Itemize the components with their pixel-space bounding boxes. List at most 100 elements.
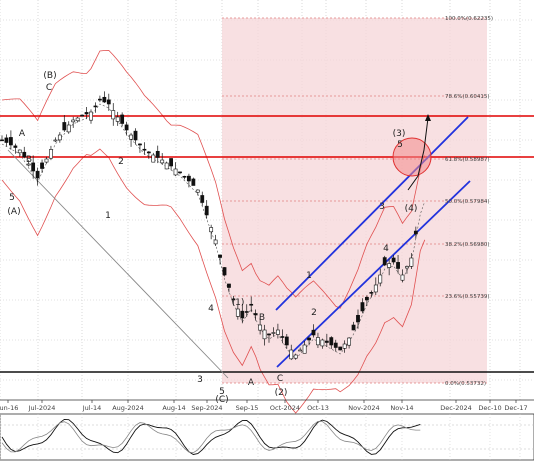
- candle-body: [160, 159, 165, 164]
- candle-body: [155, 150, 160, 158]
- fib-level-label: 61.8%(0.58987): [445, 157, 490, 163]
- candle-body: [200, 195, 205, 203]
- candle-body: [351, 324, 356, 331]
- candle-body: [66, 124, 71, 133]
- candle-body: [111, 110, 116, 120]
- wave-label: 1: [105, 211, 111, 221]
- candle-body: [293, 354, 298, 359]
- candle-body: [213, 239, 218, 245]
- candle-body: [93, 105, 98, 108]
- candle-body: [35, 170, 40, 179]
- candle-body: [173, 168, 178, 176]
- diagonal-trend-line: [7, 149, 229, 379]
- x-tick-label: Sep-15: [236, 404, 259, 412]
- projection-arrow: [407, 117, 429, 191]
- candle-body: [191, 178, 196, 186]
- candle-body: [378, 274, 383, 284]
- fibonacci-zone: [222, 17, 487, 384]
- candle-body: [413, 230, 418, 235]
- candle-body: [120, 114, 125, 124]
- fibonacci-labels: 100.0%(0.62235) 78.6%(0.60415) 61.8%(0.589…: [445, 16, 493, 387]
- candle-body: [258, 324, 263, 331]
- oscillator-line-main: [1, 418, 421, 455]
- candle-body: [17, 149, 22, 154]
- x-tick-label: Sep-2024: [191, 404, 222, 412]
- candle-body: [405, 266, 409, 269]
- x-tick-label: Oct-2024: [270, 404, 300, 412]
- candle-body: [253, 313, 258, 316]
- candle-body: [396, 262, 400, 269]
- wave-label: (B): [43, 71, 56, 81]
- candle-body: [307, 337, 311, 341]
- x-tick-label: Jun-16: [0, 404, 18, 412]
- wave-label: C: [46, 83, 52, 93]
- candle-body: [26, 163, 31, 166]
- candle-body: [280, 336, 285, 338]
- wave-label: A: [248, 378, 255, 388]
- candle-body: [164, 162, 169, 170]
- fib-level-label: 78.6%(0.60415): [445, 94, 490, 100]
- candle-body: [364, 296, 369, 301]
- candle-body: [231, 298, 236, 301]
- candle-body: [222, 267, 227, 276]
- candle-body: [44, 158, 49, 163]
- candle-body: [138, 143, 142, 146]
- fib-zone-fill: [222, 18, 487, 383]
- candle-body: [218, 254, 222, 258]
- candle-body: [382, 257, 387, 266]
- wave-label: 5: [397, 140, 403, 150]
- trend-lines: [0, 115, 534, 379]
- candle-body: [142, 148, 147, 151]
- oscillator-frame: [0, 413, 534, 461]
- candle-body: [40, 162, 44, 169]
- candle-body: [409, 257, 414, 267]
- candle-body: [102, 96, 107, 103]
- oscillator-panel: [0, 413, 534, 461]
- wave-label: (2): [275, 388, 288, 398]
- x-tick-label: Oct-13: [307, 404, 329, 412]
- candle-body: [302, 344, 307, 354]
- candle-body: [187, 175, 191, 182]
- candle-body: [298, 349, 303, 352]
- wave-label: B: [259, 313, 265, 323]
- fib-level-label: 50.0%(0.57984): [445, 199, 490, 205]
- candle-body: [57, 134, 62, 141]
- candle-body: [227, 283, 231, 288]
- candle-body: [89, 111, 93, 121]
- candle-body: [151, 154, 156, 163]
- highlight-circle: [392, 137, 432, 177]
- candle-body: [22, 151, 27, 158]
- x-tick-label: Aug-14: [162, 404, 185, 412]
- wave-label: A: [19, 129, 26, 139]
- wave-label: B: [26, 155, 32, 165]
- candle-body: [356, 314, 360, 323]
- bollinger-upper-band: [1, 49, 426, 309]
- candle-body: [129, 134, 133, 140]
- wave-label: 5: [9, 193, 15, 203]
- candle-body: [275, 329, 280, 335]
- wave-label: C: [277, 374, 283, 384]
- candle-body: [75, 117, 80, 122]
- x-axis: Jun-16 Jul-2024 Jul-14 Aug-2024 Aug-14 Sep-20…: [0, 399, 534, 412]
- x-tick-label: Nov-14: [390, 404, 413, 412]
- candle-body: [115, 116, 120, 122]
- candle-body: [338, 346, 343, 351]
- candle-body: [9, 137, 13, 146]
- candle-body: [62, 122, 67, 131]
- candle-body: [146, 151, 151, 154]
- candle-body: [284, 336, 289, 346]
- candle-body: [267, 333, 271, 336]
- wave-label: (4): [405, 204, 418, 214]
- candle-body: [182, 175, 187, 178]
- channel-lower-line: [276, 180, 471, 368]
- candle-body: [195, 189, 200, 193]
- candle-body: [289, 349, 294, 360]
- fib-level-label: 23.6%(0.55739): [445, 294, 490, 300]
- wave-label: 1: [306, 271, 312, 281]
- candle-body: [71, 119, 76, 123]
- candle-body: [324, 340, 329, 343]
- candle-body: [249, 303, 254, 306]
- candle-body: [4, 137, 9, 143]
